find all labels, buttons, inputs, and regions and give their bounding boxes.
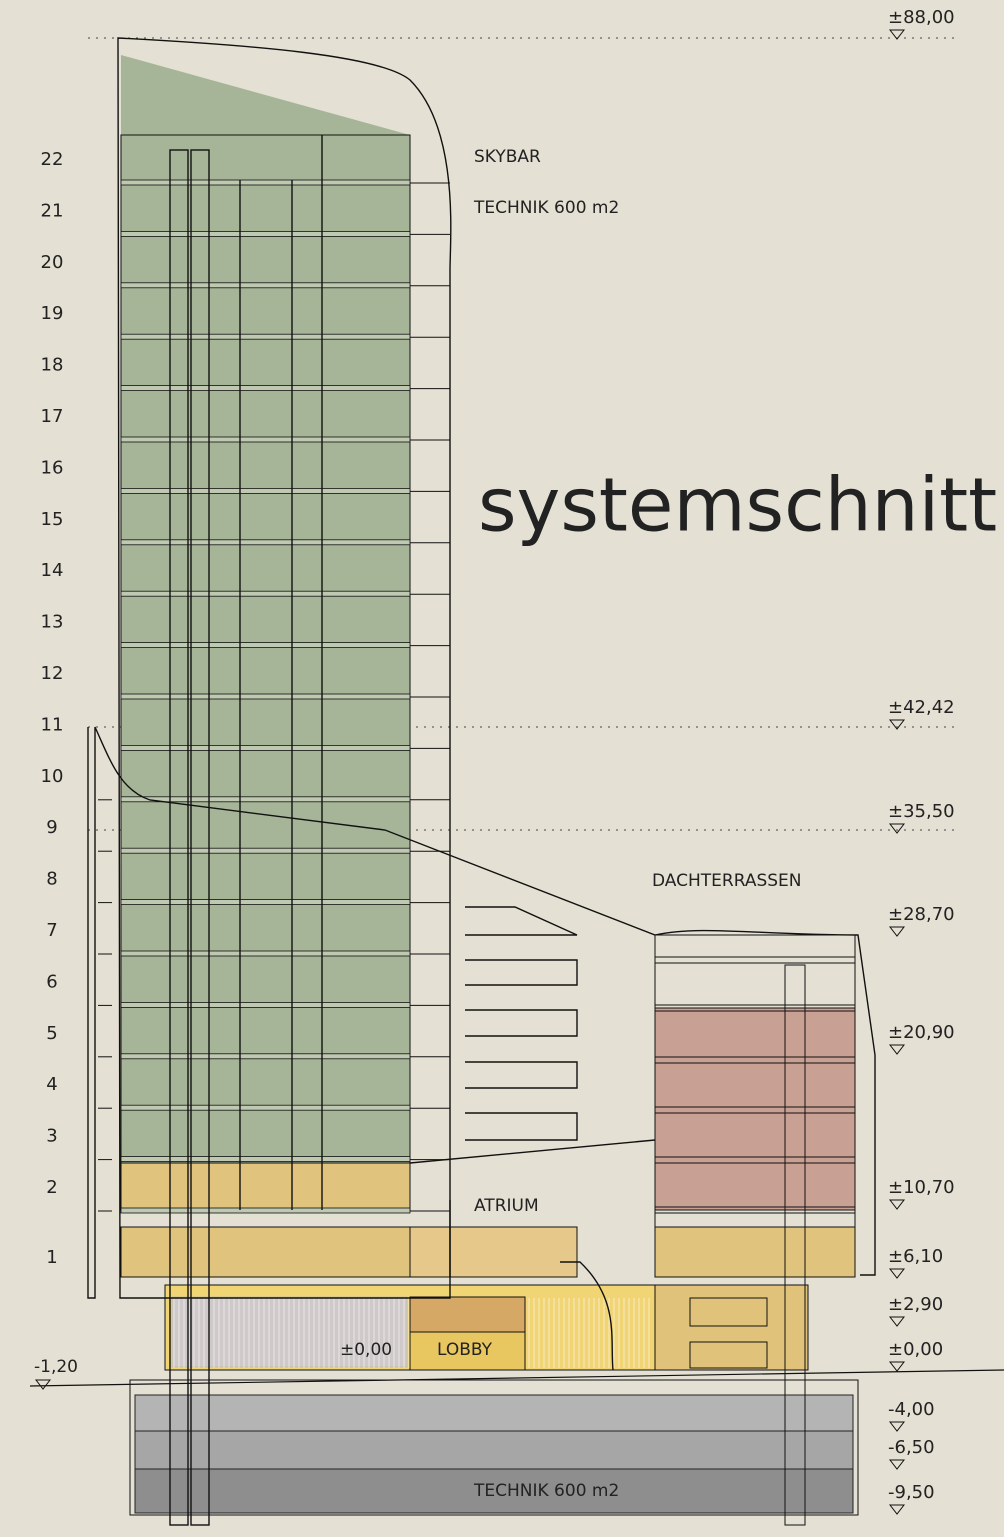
elevation: ±28,70 bbox=[888, 904, 955, 925]
slab bbox=[121, 643, 410, 648]
elevation: ±2,90 bbox=[888, 1294, 943, 1315]
slab bbox=[121, 1157, 410, 1162]
floor-number: 22 bbox=[41, 149, 64, 170]
tower-floors bbox=[98, 180, 450, 1213]
floor-number: 3 bbox=[46, 1126, 57, 1147]
floor-number: 17 bbox=[41, 406, 64, 427]
floor-number: 5 bbox=[46, 1023, 57, 1044]
floor-number: 2 bbox=[46, 1177, 57, 1198]
elevation: ±35,50 bbox=[888, 801, 955, 822]
label-technik-bottom: TECHNIK 600 m2 bbox=[473, 1481, 619, 1501]
slab bbox=[121, 283, 410, 288]
floor-number: 18 bbox=[41, 355, 64, 376]
elevation: -6,50 bbox=[888, 1437, 935, 1458]
floor-number: 14 bbox=[41, 560, 64, 581]
elevation: ±42,42 bbox=[888, 697, 955, 718]
slab bbox=[121, 848, 410, 853]
slab bbox=[121, 231, 410, 236]
floor-number: 21 bbox=[41, 200, 64, 221]
elevation: -9,50 bbox=[888, 1482, 935, 1503]
label-skybar: SKYBAR bbox=[474, 147, 541, 167]
tower-floor-2 bbox=[121, 1163, 410, 1210]
floor-number: 15 bbox=[41, 509, 64, 530]
elevation: ±20,90 bbox=[888, 1022, 955, 1043]
slab bbox=[121, 1208, 410, 1213]
floor-number: 4 bbox=[46, 1074, 57, 1095]
label-technik: TECHNIK 600 m2 bbox=[473, 198, 619, 218]
tower-body bbox=[121, 135, 410, 1163]
floor-number: 8 bbox=[46, 869, 57, 890]
slab bbox=[121, 745, 410, 750]
slab bbox=[121, 334, 410, 339]
slab bbox=[121, 797, 410, 802]
slab bbox=[121, 180, 410, 185]
label-lobby: LOBBY bbox=[437, 1340, 493, 1360]
slab bbox=[121, 540, 410, 545]
floor-number: 16 bbox=[41, 457, 64, 478]
slab bbox=[121, 1054, 410, 1059]
slab bbox=[121, 386, 410, 391]
atrium-floor-1 bbox=[410, 1227, 577, 1277]
floor-number: 1 bbox=[46, 1247, 57, 1268]
floor-number: 13 bbox=[41, 612, 64, 633]
elevation: ±88,00 bbox=[888, 7, 955, 28]
floor-number: 11 bbox=[41, 714, 64, 735]
tower-floor-1 bbox=[121, 1227, 410, 1277]
slab bbox=[121, 488, 410, 493]
floor-number: 10 bbox=[41, 766, 64, 787]
elevation: ±10,70 bbox=[888, 1177, 955, 1198]
slab bbox=[121, 1105, 410, 1110]
slab bbox=[121, 1002, 410, 1007]
title: systemschnitt bbox=[478, 463, 997, 549]
slab bbox=[121, 951, 410, 956]
slab bbox=[121, 694, 410, 699]
floor-number: 20 bbox=[41, 252, 64, 273]
floor-number: 12 bbox=[41, 663, 64, 684]
floor-number: 19 bbox=[41, 303, 64, 324]
floor-number: 9 bbox=[46, 817, 57, 838]
floor-number: 6 bbox=[46, 971, 57, 992]
slab bbox=[121, 437, 410, 442]
label-zero: ±0,00 bbox=[340, 1340, 392, 1360]
elevation: ±0,00 bbox=[888, 1339, 943, 1360]
label-dachterrassen: DACHTERRASSEN bbox=[652, 871, 802, 891]
section-drawing: systemschnitt SKYBAR TECHNIK 600 m2 DACH… bbox=[0, 0, 1004, 1533]
label-atrium: ATRIUM bbox=[474, 1196, 539, 1216]
slab bbox=[121, 900, 410, 905]
elevation: ±6,10 bbox=[888, 1246, 943, 1267]
slab bbox=[121, 591, 410, 596]
floor-number: 7 bbox=[46, 920, 57, 941]
elevation-left: -1,20 bbox=[34, 1357, 78, 1377]
elevation: -4,00 bbox=[888, 1399, 935, 1420]
